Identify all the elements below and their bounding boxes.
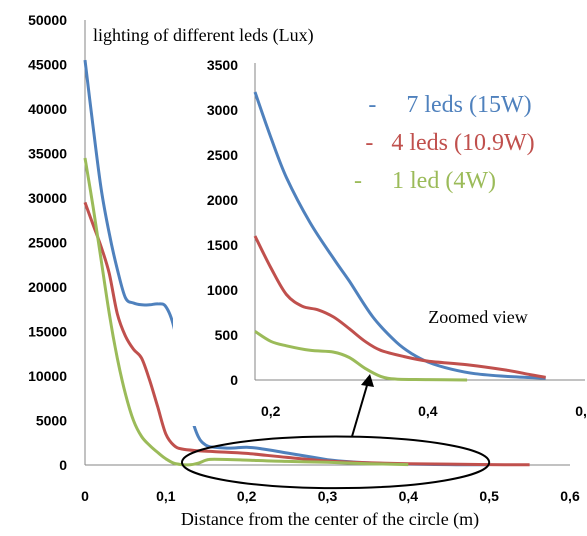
x-tick-label-0-3: 0,3 bbox=[318, 488, 338, 504]
legend-item-1-led-4w: - 1 led (4W) bbox=[354, 168, 496, 194]
annotation-arrow-shaft bbox=[351, 381, 369, 437]
inset-series-line-1 bbox=[253, 91, 546, 380]
inset-y-tick-label-1000: 1000 bbox=[207, 282, 238, 298]
main-series-line-3 bbox=[83, 157, 409, 467]
chart-title: lighting of different leds (Lux) bbox=[93, 25, 314, 46]
y-tick-label-20000: 20000 bbox=[28, 279, 67, 295]
main-tick-labels: 0500010000150002000025000300003500040000… bbox=[28, 12, 580, 504]
y-tick-label-40000: 40000 bbox=[28, 101, 67, 117]
inset-legend: - 7 leds (15W) - 4 leds (10.9W) - 1 led (4… bbox=[354, 92, 535, 194]
inset-title: Zoomed view bbox=[428, 307, 527, 327]
y-tick-label-15000: 15000 bbox=[28, 324, 67, 340]
legend-item-7-leds-15w: - 7 leds (15W) bbox=[368, 92, 531, 118]
y-tick-label-30000: 30000 bbox=[28, 190, 67, 206]
y-tick-label-50000: 50000 bbox=[28, 12, 67, 28]
y-tick-label-45000: 45000 bbox=[28, 57, 67, 73]
y-tick-label-0: 0 bbox=[59, 457, 67, 473]
inset-y-tick-label-2000: 2000 bbox=[207, 192, 238, 208]
x-axis-label: Distance from the center of the circle (… bbox=[181, 509, 479, 530]
annotation-group bbox=[181, 374, 491, 490]
legend-item-4-leds-10-9w: - 4 leds (10.9W) bbox=[365, 130, 534, 156]
y-tick-label-10000: 10000 bbox=[28, 368, 67, 384]
inset-axis-area bbox=[173, 58, 253, 393]
inset-x-tick-label-0-2: 0,2 bbox=[261, 403, 281, 419]
x-tick-label-0: 0 bbox=[81, 488, 89, 504]
inset-y-tick-label-3000: 3000 bbox=[207, 102, 238, 118]
x-tick-label-0-1: 0,1 bbox=[156, 488, 176, 504]
inset-xaxis-area bbox=[173, 388, 585, 426]
y-tick-label-25000: 25000 bbox=[28, 235, 67, 251]
inset-tick-labels: 0 500 1000 1500 2000 2500 3000 3500 0,2 0,4 0,6 bbox=[207, 57, 587, 419]
x-tick-label-0-5: 0,5 bbox=[479, 488, 499, 504]
x-tick-label-0-2: 0,2 bbox=[237, 488, 257, 504]
y-tick-label-35000: 35000 bbox=[28, 146, 67, 162]
inset-series-line-3 bbox=[254, 330, 468, 382]
inset-series-line-2 bbox=[253, 235, 546, 379]
annotation-arrow-head bbox=[361, 374, 374, 387]
inset-x-tick-label-0-4: 0,4 bbox=[418, 403, 438, 419]
inset-y-tick-label-2500: 2500 bbox=[207, 147, 238, 163]
annotation-ellipse bbox=[181, 435, 491, 490]
y-tick-label-5000: 5000 bbox=[36, 413, 67, 429]
x-tick-label-0-6: 0,6 bbox=[560, 488, 580, 504]
inset-x-tick-label-0-6: 0,6 bbox=[575, 403, 587, 419]
inset-y-tick-label-0: 0 bbox=[230, 372, 238, 388]
inset-y-tick-label-1500: 1500 bbox=[207, 237, 238, 253]
inset-series-group bbox=[253, 91, 546, 382]
inset-y-tick-label-500: 500 bbox=[215, 327, 239, 343]
inset-y-tick-label-3500: 3500 bbox=[207, 57, 238, 73]
x-tick-label-0-4: 0,4 bbox=[399, 488, 419, 504]
